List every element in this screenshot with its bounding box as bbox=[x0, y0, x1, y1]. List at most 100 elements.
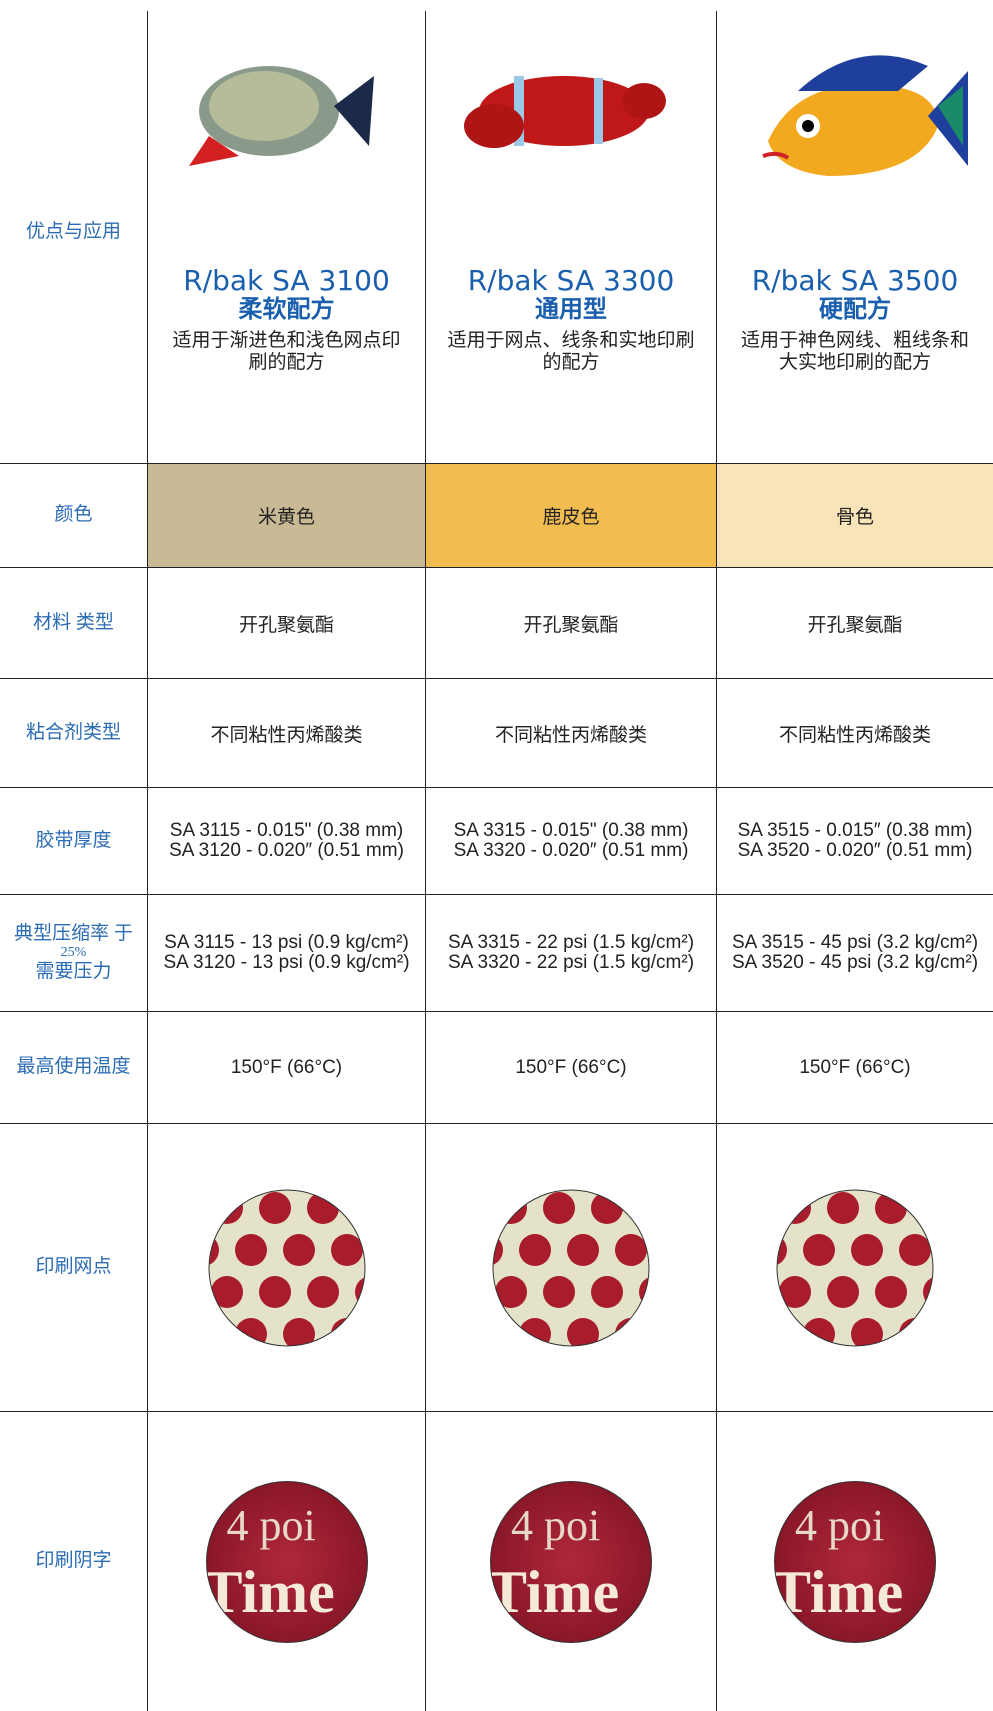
row-label: 材料 类型 bbox=[0, 567, 147, 678]
product-description: 适用于神色网线、粗线条和大实地印刷的配方 bbox=[740, 330, 969, 373]
table-cell: 鹿皮色 bbox=[426, 464, 716, 567]
row-label-line: 典型压缩率 于 bbox=[14, 922, 133, 944]
row-divider bbox=[0, 1011, 993, 1012]
table-cell: SA 3315 - 0.015" (0.38 mm) SA 3320 - 0.02… bbox=[426, 788, 716, 894]
table-cell: 不同粘性丙烯酸类 bbox=[148, 679, 425, 787]
fish-image bbox=[454, 46, 689, 196]
row-label: 颜色 bbox=[0, 463, 147, 567]
row-label-line: 印刷阴字 bbox=[35, 1550, 112, 1571]
product-subtitle: 通用型 bbox=[535, 295, 607, 323]
product-description: 适用于网点、线条和实地印刷的配方 bbox=[447, 330, 695, 373]
cell-text: SA 3315 - 22 psi (1.5 kg/cm²) bbox=[447, 932, 695, 953]
row-divider bbox=[0, 678, 993, 679]
cell-text: 150°F (66°C) bbox=[230, 1056, 343, 1078]
table-cell bbox=[717, 1124, 993, 1411]
product-description: 适用于渐进色和浅色网点印刷的配方 bbox=[172, 330, 401, 373]
row-label: 典型压缩率 于 25% 需要压力 bbox=[0, 894, 147, 1011]
cell-text: SA 3315 - 0.015" (0.38 mm) bbox=[453, 820, 689, 841]
dot-sample bbox=[776, 1189, 934, 1346]
cell-text: SA 3115 - 13 psi (0.9 kg/cm²) bbox=[164, 932, 409, 953]
cell-text: SA 3515 - 0.015″ (0.38 mm) bbox=[737, 820, 973, 841]
dot-sample bbox=[492, 1189, 650, 1346]
row-label: 最高使用温度 bbox=[0, 1011, 147, 1123]
cell-text: 开孔聚氨酯 bbox=[523, 614, 619, 636]
cell-text: 骨色 bbox=[835, 507, 874, 528]
row-label-line: 材料 类型 bbox=[33, 611, 114, 633]
table-cell: 不同粘性丙烯酸类 bbox=[426, 679, 716, 787]
cell-text: SA 3520 - 0.020″ (0.51 mm) bbox=[737, 840, 973, 861]
row-divider bbox=[0, 1411, 993, 1412]
fish-image bbox=[738, 46, 973, 196]
table-cell: 不同粘性丙烯酸类 bbox=[717, 679, 993, 787]
table-cell: 4 poi Time bbox=[426, 1412, 716, 1711]
table-cell: 开孔聚氨酯 bbox=[426, 568, 716, 678]
table-cell: SA 3515 - 45 psi (3.2 kg/cm²) SA 3520 - 4… bbox=[717, 895, 993, 1011]
row-label-line: 最高使用温度 bbox=[16, 1056, 131, 1077]
row-divider bbox=[0, 1123, 993, 1124]
row-label: 印刷网点 bbox=[0, 1123, 147, 1411]
row-divider bbox=[0, 894, 993, 895]
row-label-line: 需要压力 bbox=[35, 960, 112, 982]
product-subtitle: 柔软配方 bbox=[238, 295, 335, 323]
column-divider bbox=[147, 11, 148, 1711]
row-label-line: 胶带厚度 bbox=[35, 829, 112, 851]
dot-sample bbox=[208, 1189, 365, 1346]
cell-text: SA 3120 - 13 psi (0.9 kg/cm²) bbox=[163, 952, 410, 973]
cell-text: 不同粘性丙烯酸类 bbox=[778, 724, 931, 746]
cell-text: SA 3515 - 45 psi (3.2 kg/cm²) bbox=[731, 932, 979, 953]
cell-text: 不同粘性丙烯酸类 bbox=[210, 724, 363, 746]
cell-text: SA 3520 - 45 psi (3.2 kg/cm²) bbox=[731, 952, 979, 973]
cell-text: 不同粘性丙烯酸类 bbox=[494, 724, 647, 746]
text-sample: 4 poi Time bbox=[490, 1480, 652, 1643]
sample-text: Time bbox=[205, 1558, 335, 1625]
fish-illustration bbox=[463, 76, 666, 148]
table-cell bbox=[426, 1124, 716, 1411]
row-divider bbox=[0, 787, 993, 788]
table-cell: 150°F (66°C) bbox=[426, 1012, 716, 1123]
cell-text: SA 3320 - 0.020″ (0.51 mm) bbox=[453, 840, 689, 861]
row-divider bbox=[0, 463, 993, 464]
table-cell: 开孔聚氨酯 bbox=[148, 568, 425, 678]
row-label-line: 粘合剂类型 bbox=[25, 721, 121, 743]
row-label-line: 颜色 bbox=[54, 504, 93, 525]
column-divider bbox=[425, 11, 426, 1711]
sample-text: 4 poi bbox=[795, 1500, 885, 1550]
sample-text: Time bbox=[774, 1558, 904, 1625]
product-title: R/bak SA 3500 bbox=[751, 264, 959, 297]
sample-text: 4 poi bbox=[226, 1500, 316, 1550]
table-cell bbox=[148, 1124, 425, 1411]
text-sample: 4 poi Time bbox=[205, 1480, 368, 1643]
table-cell: 4 poi Time bbox=[148, 1412, 425, 1711]
table-cell: 150°F (66°C) bbox=[148, 1012, 425, 1123]
cell-text: 150°F (66°C) bbox=[515, 1056, 627, 1078]
table-cell: 米黄色 bbox=[148, 464, 425, 567]
fish-illustration bbox=[761, 55, 968, 176]
row-label-line: 25% bbox=[60, 944, 87, 960]
cell-text: SA 3320 - 22 psi (1.5 kg/cm²) bbox=[447, 952, 695, 973]
table-cell: 4 poi Time bbox=[717, 1412, 993, 1711]
product-title: R/bak SA 3100 bbox=[183, 264, 390, 297]
fish-illustration bbox=[189, 66, 374, 166]
table-cell: R/bak SA 3300 通用型适用于网点、线条和实地印刷的配方 bbox=[426, 1, 716, 463]
table-cell: R/bak SA 3100 柔软配方适用于渐进色和浅色网点印刷的配方 bbox=[148, 1, 425, 463]
cell-text: SA 3120 - 0.020″ (0.51 mm) bbox=[169, 840, 404, 861]
cell-text: SA 3115 - 0.015" (0.38 mm) bbox=[169, 820, 404, 841]
cell-text: 米黄色 bbox=[257, 507, 315, 528]
sample-text: 4 poi bbox=[511, 1500, 601, 1550]
row-label: 粘合剂类型 bbox=[0, 678, 147, 787]
row-label-line: 印刷网点 bbox=[35, 1256, 112, 1277]
table-cell: 开孔聚氨酯 bbox=[717, 568, 993, 678]
product-title: R/bak SA 3300 bbox=[467, 264, 675, 297]
row-divider bbox=[0, 567, 993, 568]
table-cell: 150°F (66°C) bbox=[717, 1012, 993, 1123]
table-cell: 骨色 bbox=[717, 464, 993, 567]
table-cell: SA 3115 - 0.015" (0.38 mm) SA 3120 - 0.02… bbox=[148, 788, 425, 894]
row-label-line: 优点与应用 bbox=[25, 220, 121, 242]
table-cell: SA 3515 - 0.015″ (0.38 mm) SA 3520 - 0.02… bbox=[717, 788, 993, 894]
cell-text: 开孔聚氨酯 bbox=[238, 614, 334, 636]
table-cell: SA 3115 - 13 psi (0.9 kg/cm²) SA 3120 - 1… bbox=[148, 895, 425, 1011]
fish-image bbox=[169, 46, 404, 196]
